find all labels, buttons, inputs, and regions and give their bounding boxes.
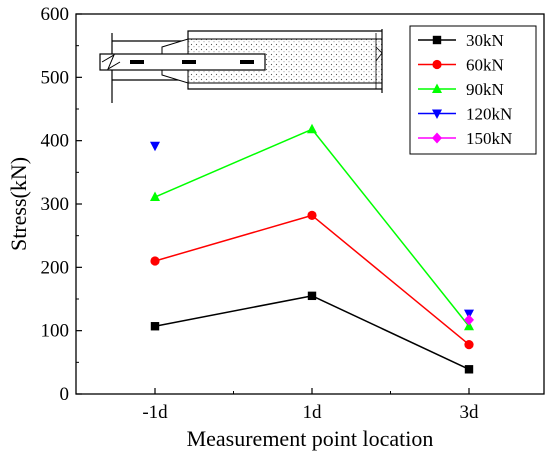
- data-point: [150, 256, 160, 266]
- legend-box: [409, 25, 537, 155]
- legend-label: 150kN: [466, 129, 512, 148]
- data-point: [150, 322, 160, 331]
- data-point: [307, 291, 317, 301]
- diagram-tube-outline-bottom: [112, 79, 382, 90]
- x-tick-label: 3d: [460, 402, 480, 423]
- y-tick-label: 200: [41, 257, 70, 278]
- legend-marker: [432, 59, 442, 70]
- legend-marker: [432, 109, 442, 119]
- legend-marker: [432, 83, 442, 93]
- series-line-segment: [154, 128, 313, 198]
- series-60kN: [150, 210, 474, 350]
- data-point: [464, 314, 474, 326]
- data-point: [307, 123, 317, 134]
- legend-label: 120kN: [466, 105, 512, 124]
- series-line-segment: [311, 214, 470, 346]
- series-line-segment: [311, 128, 470, 327]
- x-tick-label: -1d: [142, 402, 168, 423]
- series-line-segment: [311, 295, 470, 370]
- diagram-tube-outline: [112, 30, 382, 42]
- data-point: [464, 309, 474, 320]
- y-tick-label: 600: [41, 4, 70, 25]
- diagram-break-mark: [101, 53, 121, 71]
- series-120kN: [150, 141, 474, 320]
- diagram-gauge-1: [130, 60, 144, 64]
- y-tick-label: 400: [41, 131, 70, 152]
- data-point: [464, 320, 474, 331]
- diagram-gauge-3: [240, 60, 254, 64]
- data-point: [464, 340, 474, 350]
- y-tick-label: 100: [41, 321, 70, 342]
- legend-label: 90kN: [466, 80, 504, 99]
- series-90kN: [150, 123, 474, 331]
- legend-marker: [432, 132, 442, 144]
- diagram-gauge-2: [182, 60, 196, 64]
- legend-label: 30kN: [466, 31, 504, 50]
- diagram-right-break: [375, 46, 383, 62]
- y-tick-label: 300: [41, 194, 70, 215]
- data-point: [307, 210, 317, 220]
- data-point: [464, 365, 474, 374]
- axes-layer: 0 100 200 300 400 500 600 -1d 1d 3d: [41, 4, 480, 423]
- y-axis-title: Stress(kN): [6, 157, 31, 251]
- legend: 30kN 60kN 90kN 120kN 150kN: [409, 25, 537, 155]
- y-tick-label: 500: [41, 67, 70, 88]
- rebar-anchorage-diagram: [99, 29, 383, 103]
- y-tick-label: 0: [60, 384, 70, 405]
- data-point: [150, 141, 160, 152]
- series-line-segment: [154, 295, 313, 327]
- series-150kN: [464, 314, 474, 326]
- data-point: [150, 191, 160, 202]
- series-line-segment: [154, 214, 313, 262]
- series-30kN: [150, 291, 474, 374]
- x-axis-title: Measurement point location: [187, 426, 434, 451]
- legend-label: 60kN: [466, 56, 504, 75]
- series-layer: [150, 123, 474, 374]
- x-tick-label: 1d: [303, 402, 323, 423]
- legend-marker: [432, 35, 442, 45]
